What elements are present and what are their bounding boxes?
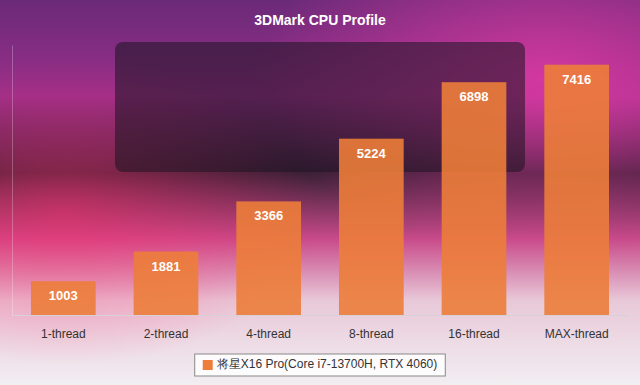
background bbox=[0, 0, 640, 385]
legend-item: 将星X16 Pro(Core i7-13700H, RTX 4060) bbox=[203, 357, 438, 371]
data-labels: 1003 1881 3366 5224 6898 7416 bbox=[49, 72, 591, 303]
bar bbox=[339, 139, 404, 315]
x-axis-line bbox=[13, 315, 629, 316]
plot: 1-thread 2-thread 4-thread 8-thread 16-threa… bbox=[13, 46, 629, 341]
legend-swatch bbox=[203, 360, 213, 370]
y-axis-line bbox=[12, 46, 13, 316]
x-axis: 1-thread 2-thread 4-thread 8-thread 16-threa… bbox=[13, 315, 629, 341]
bar bbox=[442, 82, 507, 315]
x-tick-label: MAX-thread bbox=[545, 327, 609, 341]
legend-label: 将星X16 Pro(Core i7-13700H, RTX 4060) bbox=[216, 357, 438, 371]
x-tick: 2-thread bbox=[144, 315, 189, 341]
legend-box bbox=[195, 354, 446, 376]
bar bbox=[31, 281, 96, 315]
bar bbox=[134, 252, 199, 315]
background-glow bbox=[0, 0, 640, 385]
x-tick-label: 16-thread bbox=[448, 327, 499, 341]
data-label: 3366 bbox=[254, 208, 283, 223]
x-tick-label: 1-thread bbox=[41, 327, 86, 341]
x-tick-label: 2-thread bbox=[144, 327, 189, 341]
title: 3DMark CPU Profile bbox=[254, 12, 386, 28]
y-axis bbox=[12, 46, 13, 316]
x-tick: 1-thread bbox=[41, 315, 86, 341]
background-glow bbox=[0, 0, 640, 385]
bar bbox=[544, 65, 609, 315]
data-label: 1881 bbox=[152, 259, 181, 274]
x-tick-label: 4-thread bbox=[246, 327, 291, 341]
bar bbox=[236, 201, 301, 315]
x-tick-label: 8-thread bbox=[349, 327, 394, 341]
x-tick: 4-thread bbox=[246, 315, 291, 341]
data-label: 6898 bbox=[460, 89, 489, 104]
legend: 将星X16 Pro(Core i7-13700H, RTX 4060) bbox=[195, 354, 446, 376]
bars bbox=[31, 65, 609, 315]
data-label: 1003 bbox=[49, 288, 78, 303]
data-label: 7416 bbox=[562, 72, 591, 87]
x-tick: 16-thread bbox=[448, 315, 499, 341]
chart: 1-thread 2-thread 4-thread 8-thread 16-threa… bbox=[0, 0, 640, 385]
data-label: 5224 bbox=[357, 146, 387, 161]
x-tick: MAX-thread bbox=[545, 315, 609, 341]
x-tick: 8-thread bbox=[349, 315, 394, 341]
